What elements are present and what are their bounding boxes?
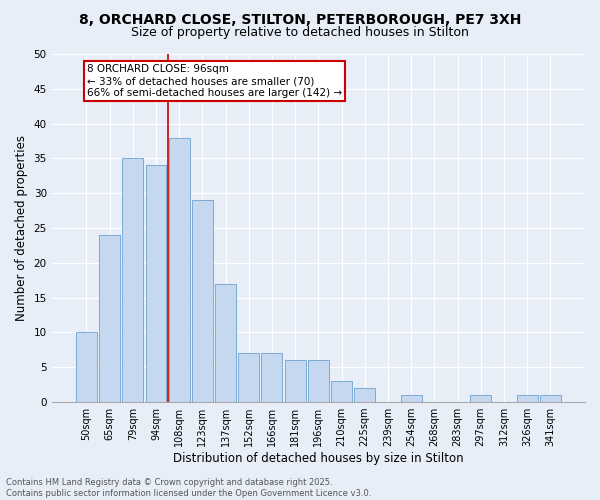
Bar bbox=[517, 395, 538, 402]
Text: Size of property relative to detached houses in Stilton: Size of property relative to detached ho… bbox=[131, 26, 469, 39]
Bar bbox=[354, 388, 375, 402]
Bar bbox=[470, 395, 491, 402]
Bar bbox=[215, 284, 236, 402]
Bar bbox=[192, 200, 213, 402]
Bar bbox=[169, 138, 190, 402]
Y-axis label: Number of detached properties: Number of detached properties bbox=[15, 135, 28, 321]
Bar bbox=[262, 354, 283, 402]
Bar bbox=[308, 360, 329, 402]
Bar bbox=[401, 395, 422, 402]
Text: 8 ORCHARD CLOSE: 96sqm
← 33% of detached houses are smaller (70)
66% of semi-det: 8 ORCHARD CLOSE: 96sqm ← 33% of detached… bbox=[87, 64, 342, 98]
Bar bbox=[76, 332, 97, 402]
Text: Contains HM Land Registry data © Crown copyright and database right 2025.
Contai: Contains HM Land Registry data © Crown c… bbox=[6, 478, 371, 498]
X-axis label: Distribution of detached houses by size in Stilton: Distribution of detached houses by size … bbox=[173, 452, 464, 465]
Bar bbox=[122, 158, 143, 402]
Text: 8, ORCHARD CLOSE, STILTON, PETERBOROUGH, PE7 3XH: 8, ORCHARD CLOSE, STILTON, PETERBOROUGH,… bbox=[79, 12, 521, 26]
Bar bbox=[540, 395, 561, 402]
Bar bbox=[99, 235, 120, 402]
Bar bbox=[331, 381, 352, 402]
Bar bbox=[146, 166, 166, 402]
Bar bbox=[238, 354, 259, 402]
Bar bbox=[284, 360, 305, 402]
